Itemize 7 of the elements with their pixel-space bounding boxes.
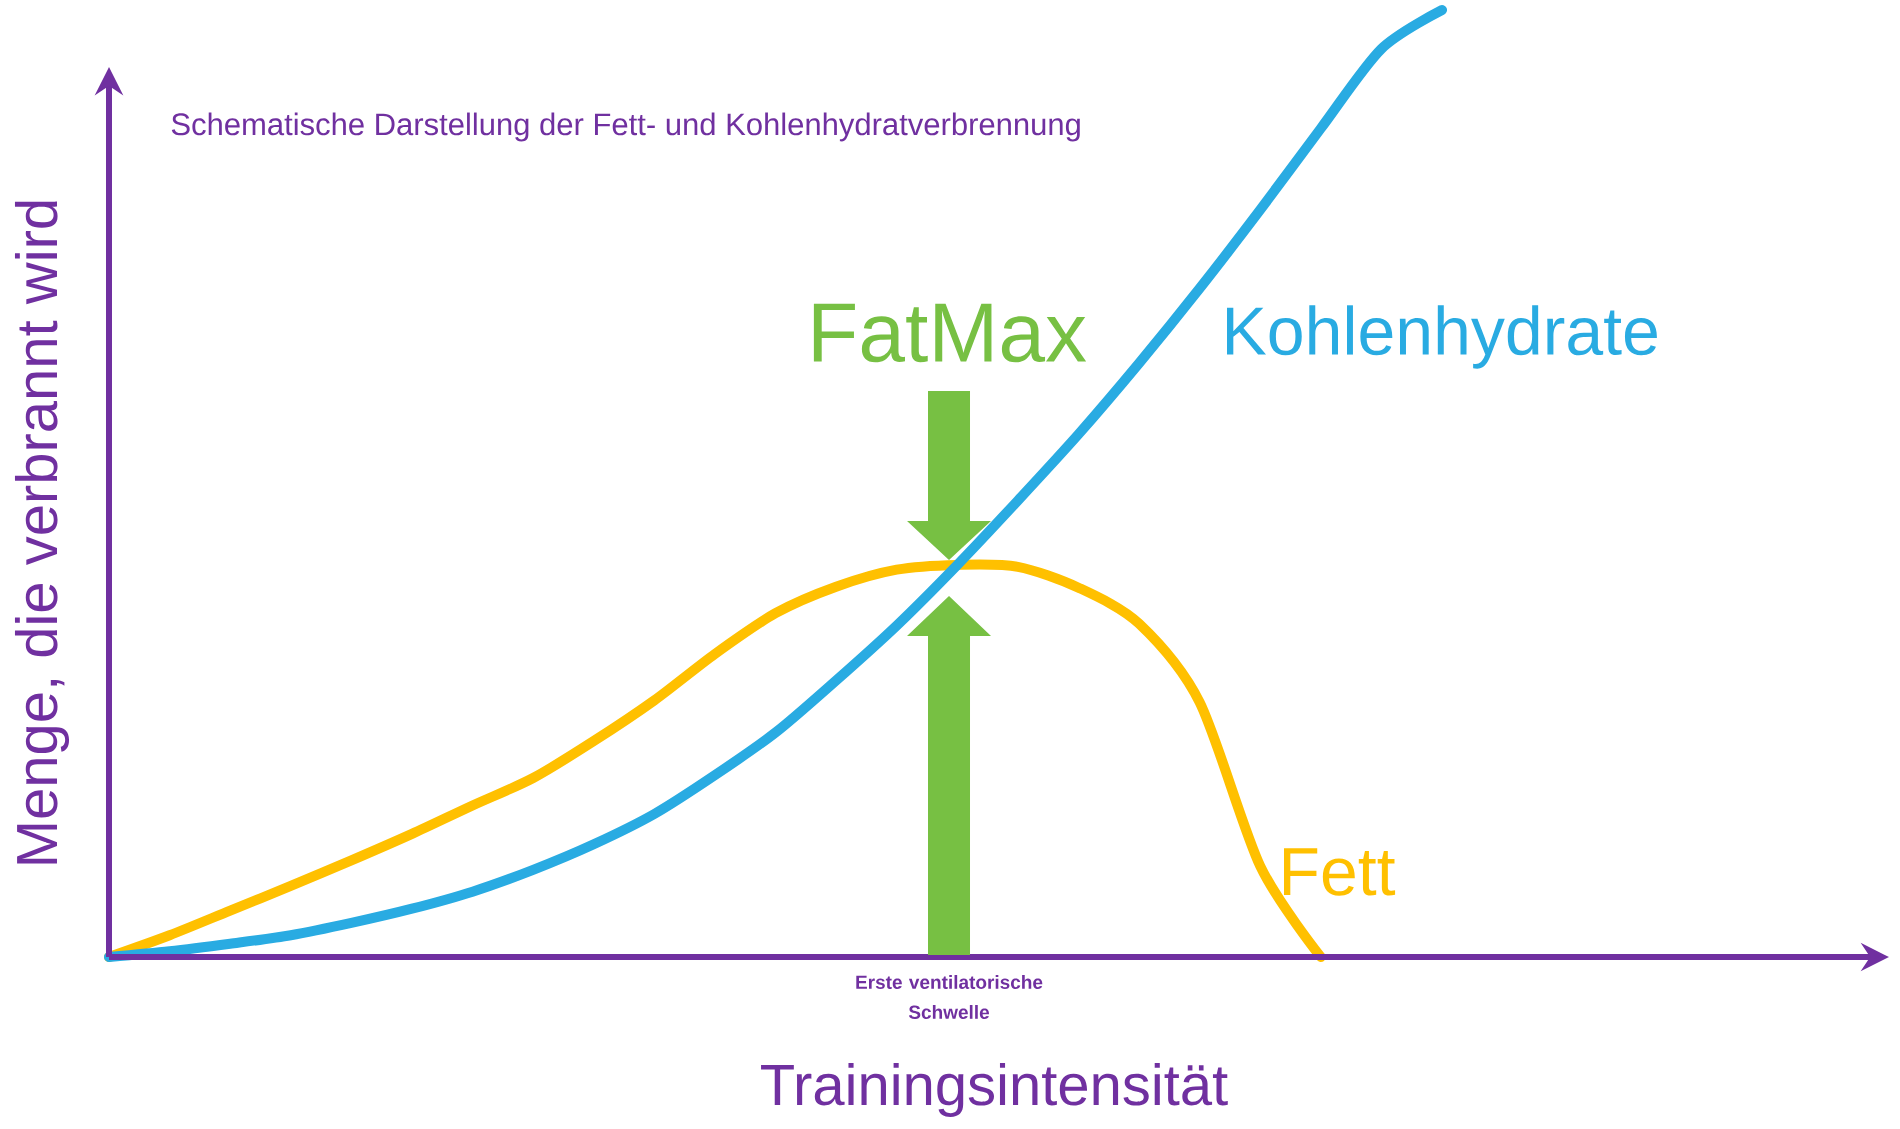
series-label: Fett (1284, 848, 1396, 896)
text: Erste ventilatorische Schwelle (856, 975, 1043, 1019)
text: Schematische Darstellung der Fett- und Kohlenhydratverbrennung (171, 112, 1080, 142)
x-axis-title: Trainingsintensität (761, 1062, 1228, 1118)
annotation: FatMax (813, 303, 1087, 363)
y-axis-title: Menge, die verbrannt wird (14, 201, 70, 864)
series-label: Kohlenhydrate (1227, 305, 1657, 369)
